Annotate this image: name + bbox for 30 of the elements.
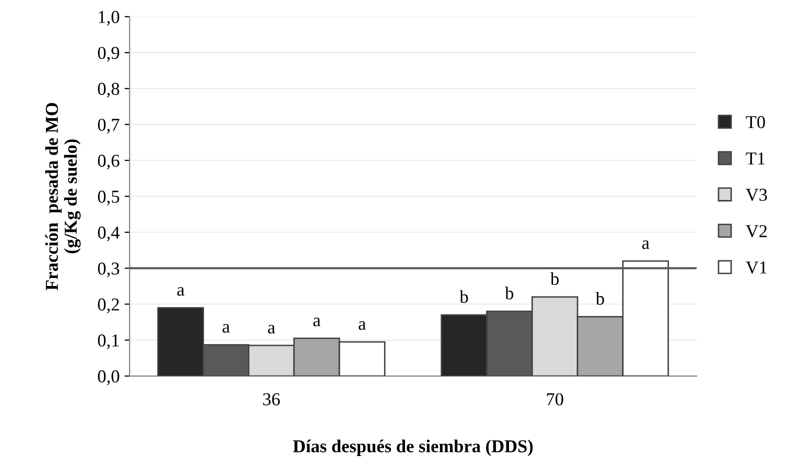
y-tick-label: 0,2 <box>98 298 119 314</box>
data-label: b <box>596 292 604 305</box>
y-tick-label: 0,1 <box>98 334 119 350</box>
data-label: a <box>177 287 184 296</box>
legend-label: T0 <box>746 116 765 128</box>
x-tick-label: 70 <box>547 393 564 406</box>
y-tick-label: 0,0 <box>98 370 120 386</box>
y-tick-label: 0,3 <box>98 262 120 278</box>
data-label: b <box>550 272 559 285</box>
legend-label: T1 <box>746 152 765 164</box>
data-label: a <box>222 324 230 333</box>
legend-label: V2 <box>746 225 767 238</box>
y-tick-label: 0,7 <box>98 118 120 134</box>
y-axis-title: Fracción pesada de MO (g/Kg de suelo) <box>45 102 81 290</box>
y-tick-label: 0,5 <box>98 190 120 206</box>
y-tick-label: 0,9 <box>98 46 120 62</box>
y-tick-label: 0,6 <box>98 154 120 170</box>
data-label: a <box>642 240 650 250</box>
data-label: b <box>460 290 468 303</box>
y-tick-label: 1,0 <box>98 10 120 26</box>
x-tick-label: 36 <box>263 393 280 406</box>
legend-label: V1 <box>746 262 767 274</box>
data-label: a <box>358 321 366 330</box>
y-tick-label: 0,4 <box>98 226 120 242</box>
x-axis-title: Días después de siembra (DDS) <box>293 440 533 456</box>
legend-label: V3 <box>746 188 767 202</box>
data-label: b <box>504 286 514 300</box>
data-label: a <box>268 324 276 334</box>
y-tick-label: 0,8 <box>98 82 120 98</box>
data-label: a <box>313 318 320 326</box>
